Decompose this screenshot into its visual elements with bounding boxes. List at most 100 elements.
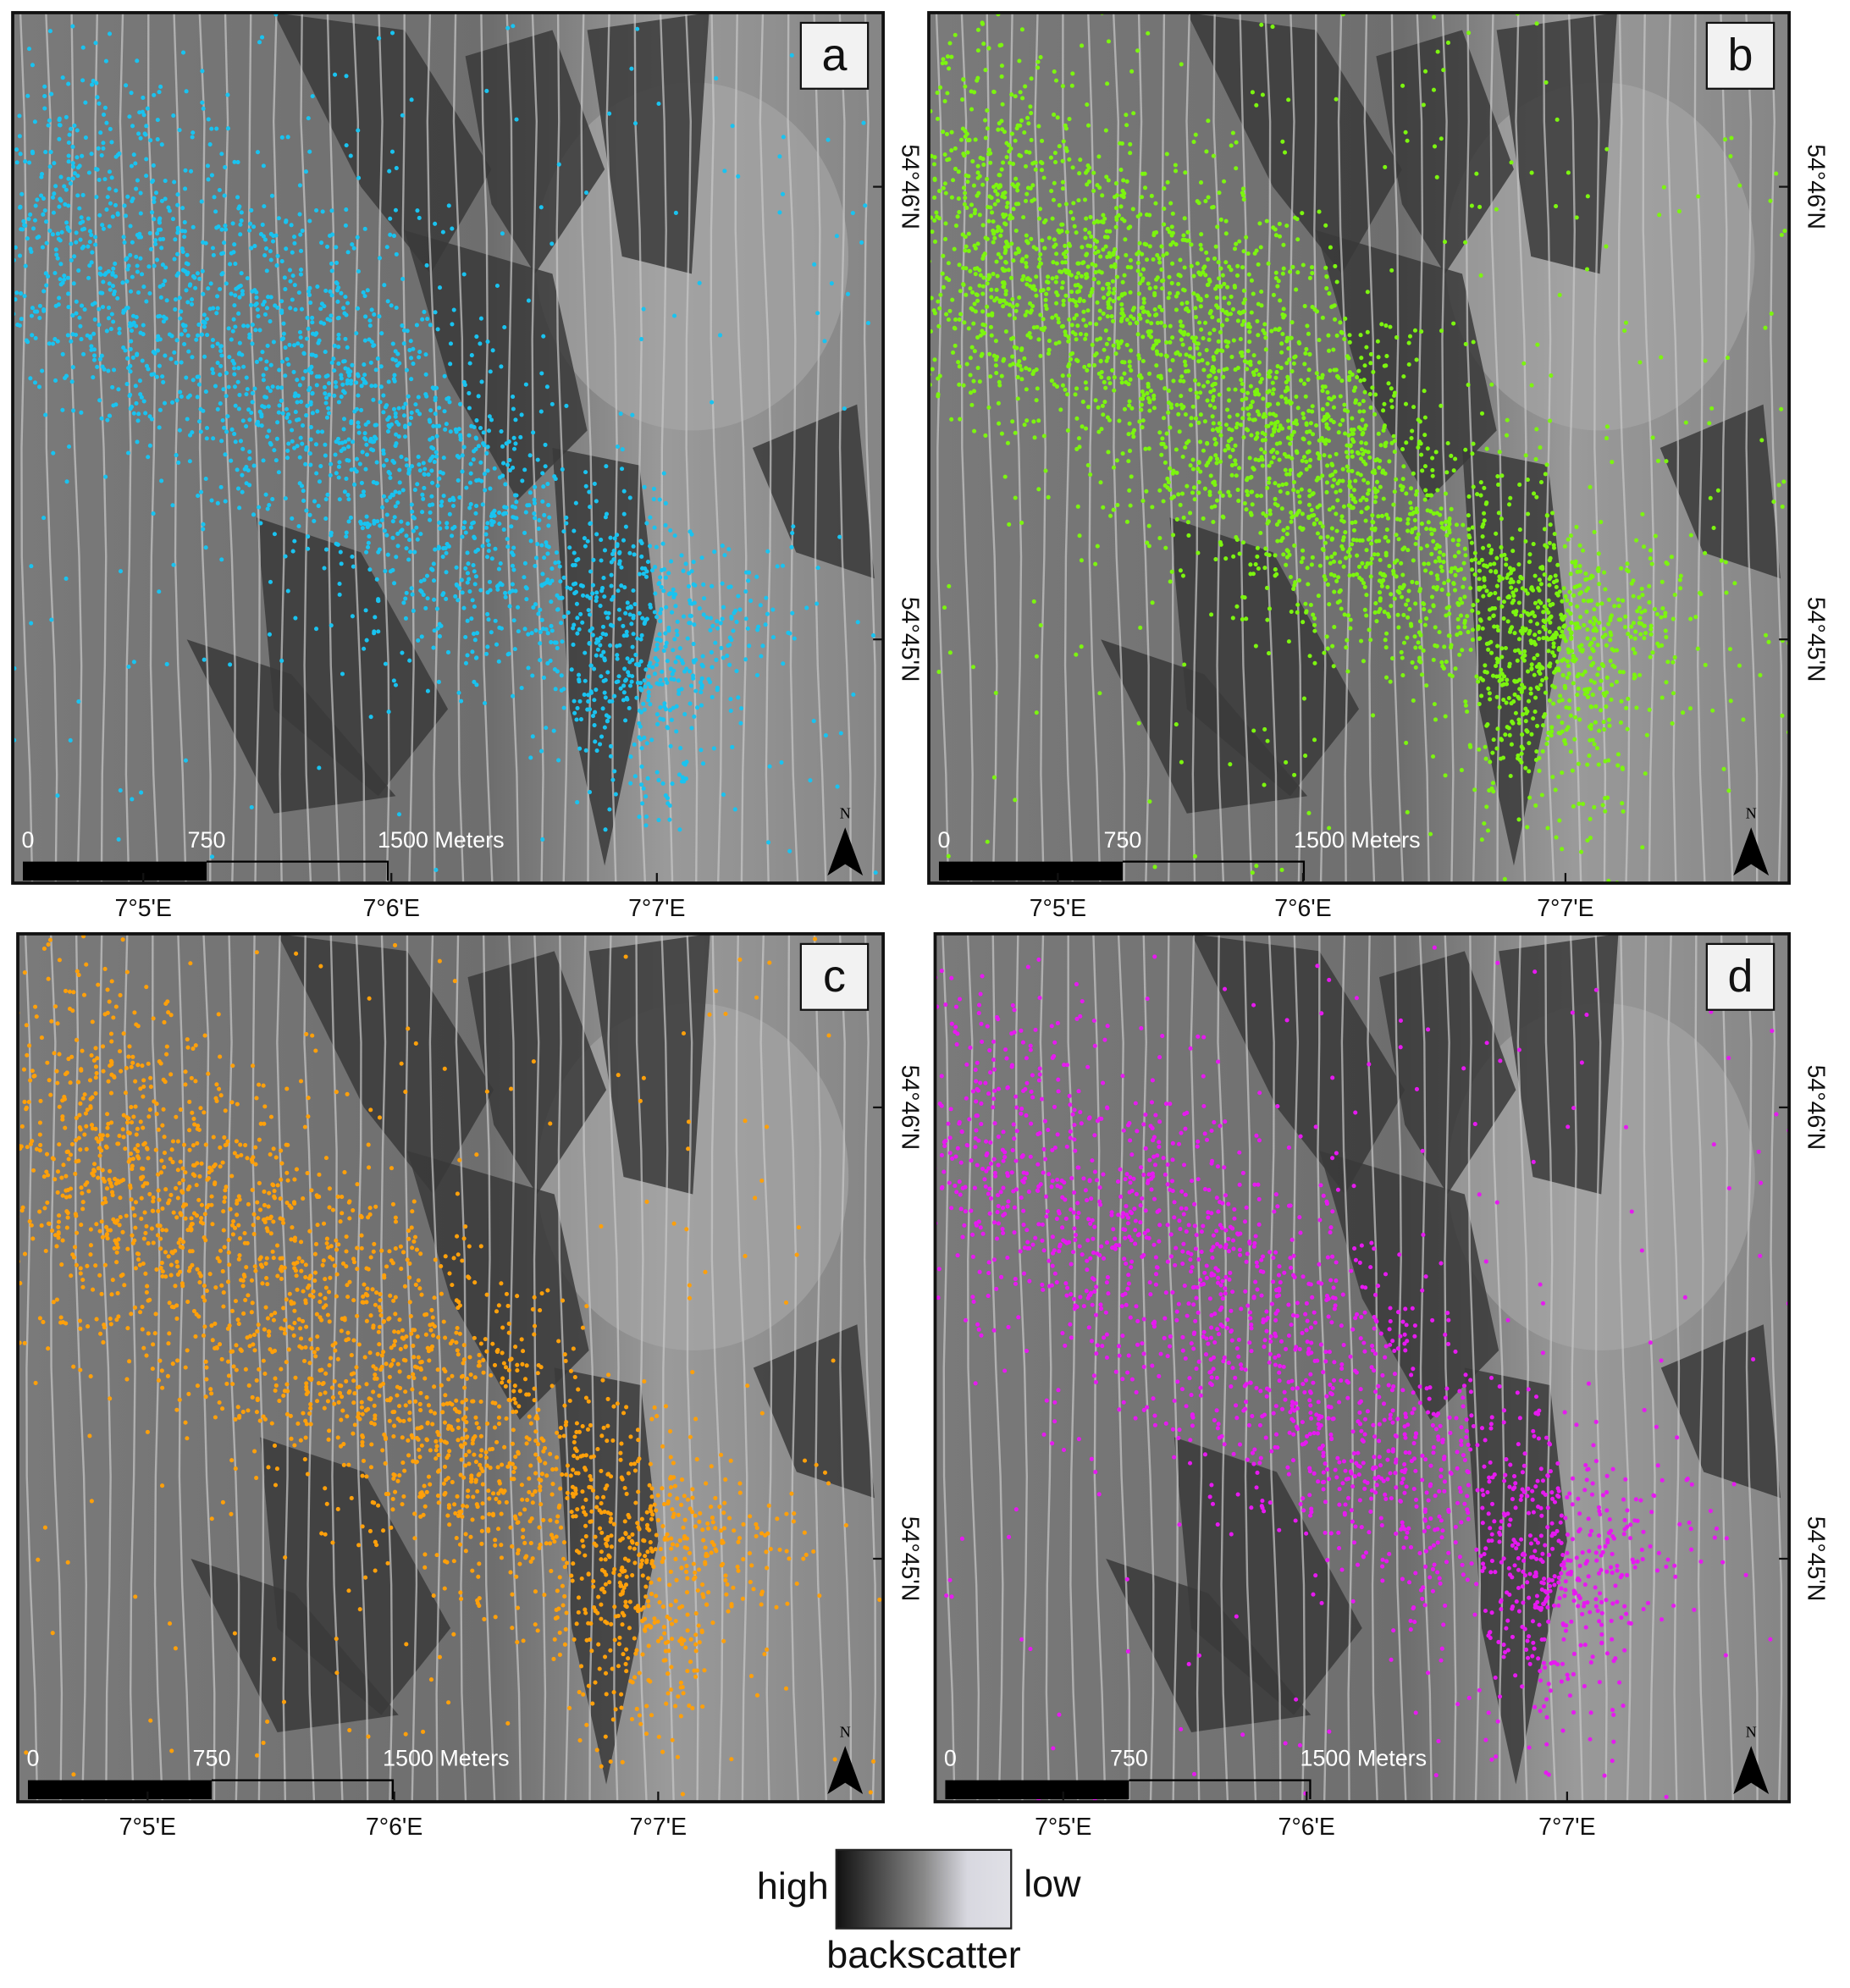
detection — [130, 797, 135, 802]
detection — [1124, 252, 1129, 258]
detection — [460, 590, 465, 595]
detection — [1271, 292, 1276, 297]
detection — [95, 95, 100, 100]
detection — [130, 240, 135, 245]
detection — [488, 588, 493, 593]
detection — [6, 189, 10, 193]
detection — [676, 688, 682, 693]
detection — [530, 673, 535, 678]
detection — [1226, 301, 1232, 306]
detection — [332, 343, 337, 349]
detection — [436, 679, 441, 684]
detection — [1145, 540, 1150, 545]
detection — [572, 699, 577, 704]
detection — [391, 233, 397, 239]
detection — [1599, 601, 1604, 606]
detection — [1078, 157, 1083, 163]
detection — [19, 317, 24, 322]
detection — [1206, 282, 1211, 287]
detection — [677, 646, 682, 651]
detection — [1196, 480, 1201, 485]
detection — [1346, 503, 1351, 508]
detection — [624, 633, 629, 638]
detection — [71, 164, 76, 169]
detection — [361, 489, 366, 494]
detection — [485, 611, 490, 616]
detection — [218, 286, 223, 292]
detection — [467, 433, 472, 438]
detection — [97, 266, 102, 271]
detection — [1303, 601, 1308, 606]
detection — [362, 226, 367, 231]
detection — [433, 547, 438, 552]
detection — [976, 191, 981, 196]
detection — [1146, 523, 1151, 528]
detection — [349, 419, 354, 424]
detection — [295, 341, 301, 346]
detection — [612, 536, 617, 541]
detection — [200, 69, 205, 74]
detection — [238, 232, 243, 237]
detection — [344, 312, 349, 318]
detection — [7, 308, 11, 312]
survey-line — [1666, 12, 1680, 884]
detection — [461, 272, 467, 277]
detection — [435, 626, 440, 631]
detection — [1504, 556, 1509, 561]
detection — [617, 559, 622, 564]
detection — [510, 563, 516, 568]
detection — [1532, 656, 1537, 661]
detection — [1596, 762, 1601, 767]
detection — [1677, 577, 1682, 583]
detection — [90, 82, 95, 87]
detection — [499, 429, 504, 434]
survey-line — [960, 12, 974, 884]
detection — [907, 132, 911, 136]
detection — [1097, 308, 1102, 313]
detection — [1328, 454, 1333, 459]
detection — [1242, 500, 1247, 506]
detection — [202, 324, 207, 329]
detection — [991, 240, 996, 245]
detection — [1432, 702, 1437, 707]
detection — [635, 26, 640, 31]
detection — [1385, 516, 1391, 521]
detection — [328, 318, 333, 323]
detection — [540, 499, 545, 504]
detection — [236, 311, 241, 316]
detection — [1168, 425, 1173, 430]
detection — [1405, 809, 1410, 815]
detection — [1466, 513, 1471, 518]
survey-line — [173, 12, 187, 884]
detection — [270, 384, 275, 389]
detection — [153, 238, 158, 243]
detection — [986, 147, 991, 152]
detection — [1323, 384, 1328, 389]
detection — [1532, 614, 1538, 619]
detection — [1538, 600, 1544, 605]
detection — [605, 616, 610, 621]
detection — [1260, 92, 1265, 97]
detection — [923, 250, 927, 254]
detection — [1535, 653, 1540, 658]
detection — [235, 195, 240, 200]
detection — [1284, 472, 1289, 477]
detection — [1532, 710, 1538, 715]
detection — [1015, 375, 1020, 380]
detection — [95, 364, 100, 370]
detection — [482, 700, 488, 706]
survey-line — [555, 12, 569, 884]
detection — [815, 601, 820, 606]
detection — [306, 546, 311, 551]
detection — [127, 114, 132, 119]
detection — [1466, 30, 1472, 36]
detection — [14, 290, 19, 295]
detection — [268, 249, 273, 254]
detection — [272, 532, 277, 537]
detection — [323, 395, 329, 400]
detection — [472, 536, 478, 541]
detection — [1549, 725, 1555, 730]
detection — [174, 338, 179, 343]
detection — [1234, 604, 1240, 609]
detection — [1052, 160, 1058, 165]
